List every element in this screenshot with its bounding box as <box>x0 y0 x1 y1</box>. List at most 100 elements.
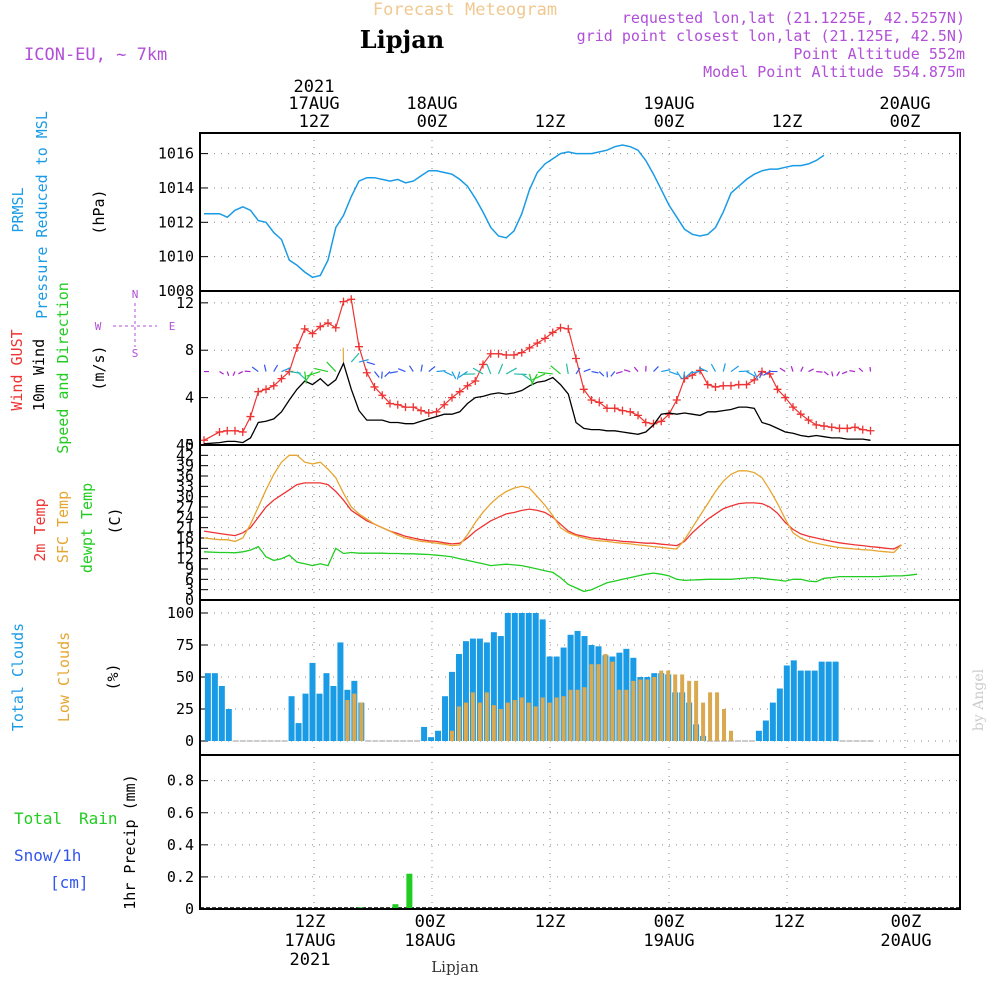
x-bottom-tick-label: 18AUG <box>404 931 455 951</box>
total-cloud-bar <box>316 693 323 741</box>
wind-direction-arrow <box>397 368 406 373</box>
gust-marker <box>370 382 379 391</box>
total-cloud-bar <box>818 661 825 741</box>
wind-direction-arrow <box>374 371 380 378</box>
x-top-tick-label: 17AUG <box>288 94 339 114</box>
x-bottom-tick-label: 19AUG <box>643 931 694 951</box>
wind-direction-arrow <box>428 366 436 373</box>
total-cloud-bar <box>567 634 574 741</box>
total-cloud-bar <box>560 647 567 741</box>
x-top-tick-label: 19AUG <box>643 94 694 114</box>
x-top-tick-label: 00Z <box>654 112 685 132</box>
gust-marker <box>851 423 859 432</box>
gust-marker <box>238 427 247 436</box>
gust-marker <box>262 385 270 394</box>
gust-marker <box>595 398 604 407</box>
low-cloud-bar <box>345 700 350 741</box>
low-cloud-bar <box>575 689 580 741</box>
low-cloud-bar <box>638 679 643 741</box>
y-tick-label: 8 <box>185 341 194 359</box>
gust-marker <box>827 423 836 432</box>
label-celsius: (C) <box>106 507 124 534</box>
sfc-temp-line <box>203 454 902 554</box>
low-cloud-bar <box>582 687 587 741</box>
wind-direction-arrow <box>219 371 224 375</box>
gust-marker <box>401 403 410 412</box>
chart-marks <box>200 144 960 909</box>
low-cloud-bar <box>715 692 720 741</box>
y-tick-label: 12 <box>176 550 194 568</box>
wind-direction-arrow <box>326 361 337 372</box>
y-tick-label: 33 <box>176 477 194 495</box>
wind-direction-arrow <box>381 371 383 379</box>
y-tick-label: 1016 <box>158 145 194 163</box>
y-tick-label: 30 <box>176 488 194 506</box>
x-bottom-tick-label: 12Z <box>535 912 566 932</box>
y-tick-label: 39 <box>176 457 194 475</box>
compass-w-label: W <box>95 320 102 333</box>
gust-marker <box>649 419 658 428</box>
total-cloud-bar <box>337 642 344 741</box>
label-dewpt-temp: dewpt Temp <box>78 483 96 573</box>
wind-direction-arrow <box>304 371 307 384</box>
total-cloud-bar <box>825 661 832 741</box>
wind-direction-arrow <box>389 370 398 374</box>
gust-marker <box>858 425 867 434</box>
total-cloud-bar <box>204 673 211 741</box>
total-cloud-bar <box>476 638 483 741</box>
y-tick-label: 1008 <box>158 282 194 300</box>
gust-marker <box>572 354 580 363</box>
wind-direction-arrow <box>366 361 375 366</box>
x-bottom-tick-label: 20AUG <box>880 931 931 951</box>
gust-marker <box>331 323 340 332</box>
gust-marker <box>455 387 464 396</box>
gust-marker <box>548 328 557 337</box>
model-altitude: Model Point Altitude 554.875m <box>703 63 965 81</box>
wind-line <box>203 361 871 445</box>
wind-direction-arrow <box>251 366 259 373</box>
label-percent: (%) <box>104 663 122 690</box>
gust-marker <box>719 381 728 390</box>
y-tick-label: 4 <box>185 389 194 407</box>
gust-marker <box>812 420 821 429</box>
wind-direction-arrow <box>841 370 848 375</box>
wind-direction-arrow <box>497 363 504 375</box>
gust-marker <box>742 380 751 389</box>
gust-marker <box>362 368 371 377</box>
gust-marker <box>386 399 394 408</box>
total-cloud-bar <box>769 702 776 741</box>
gust-marker <box>254 387 263 396</box>
wind-direction-arrow <box>653 366 659 372</box>
gust-marker <box>804 416 813 425</box>
x-top-tick-label: 12Z <box>299 112 330 132</box>
dewpt-line <box>203 545 918 593</box>
rain-bar <box>406 873 413 909</box>
low-cloud-bar <box>568 689 573 741</box>
wind-direction-arrow <box>550 365 561 375</box>
low-cloud-bar <box>456 706 461 741</box>
y-tick-label: 1014 <box>158 179 194 197</box>
chart-title: Lipjan <box>360 25 444 54</box>
wind-direction-arrow <box>583 368 591 373</box>
total-cloud-bar <box>490 632 497 741</box>
low-cloud-bar <box>477 702 482 741</box>
total-cloud-bar <box>797 670 804 741</box>
gust-marker <box>502 350 511 359</box>
gust-marker <box>665 410 673 419</box>
total-cloud-bar <box>755 730 762 741</box>
low-cloud-bar <box>540 697 545 741</box>
compass-rose: N S W E <box>95 288 176 360</box>
label-total: Total <box>14 809 62 828</box>
gust-marker <box>409 403 418 412</box>
wind-direction-arrow <box>779 367 786 373</box>
gust-marker <box>789 403 797 412</box>
gust-marker <box>277 374 286 383</box>
wind-direction-arrow <box>472 367 484 375</box>
wind-direction-arrow <box>456 371 461 380</box>
y-tick-label: 50 <box>176 668 194 686</box>
gust-marker <box>587 395 596 404</box>
gust-marker <box>734 380 743 389</box>
low-cloud-bar <box>547 702 552 741</box>
total-cloud-bar <box>295 723 302 741</box>
wind-direction-arrow <box>676 371 682 379</box>
